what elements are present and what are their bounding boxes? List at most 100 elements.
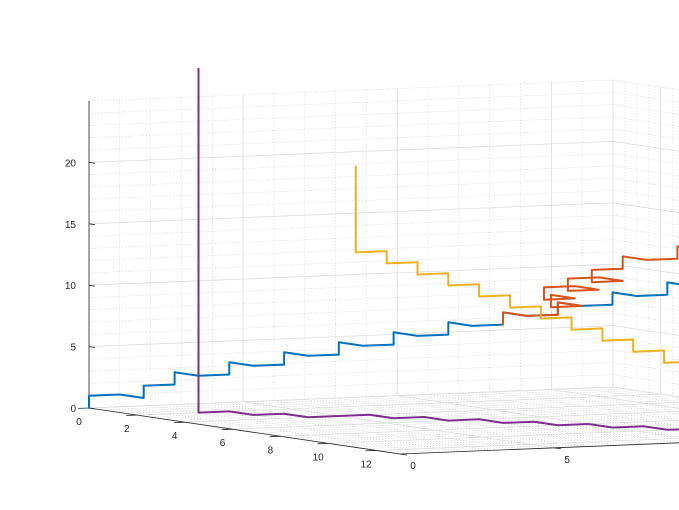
- minor-grid-line-wall-y-z: [612, 104, 679, 115]
- minor-grid-line-wall-x0-z: [88, 251, 614, 274]
- minor-grid-line-floor-x: [100, 388, 626, 411]
- minor-grid-line-floor-y: [520, 390, 679, 415]
- series-line-4: [197, 67, 679, 431]
- minor-grid-line-floor-x: [399, 442, 679, 455]
- minor-grid-line-floor-x: [220, 408, 679, 428]
- y-tick-label: 0: [410, 461, 416, 472]
- minor-grid-line-wall-x0-z: [88, 227, 614, 249]
- minor-grid-line-floor-x: [112, 390, 637, 412]
- series-line-3: [354, 165, 679, 364]
- minor-grid-line-wall-y-z: [612, 79, 679, 91]
- major-grid-line-wall-x0-z: [88, 325, 614, 347]
- minor-grid-line-floor-x: [244, 413, 679, 432]
- x-tick-mark: [221, 428, 233, 431]
- minor-grid-line-floor-x: [352, 433, 679, 448]
- minor-grid-line-floor-y: [273, 400, 585, 447]
- minor-grid-line-wall-y-z: [612, 165, 679, 177]
- major-grid-line-wall-y-z: [612, 263, 679, 275]
- x-axis-line: [88, 407, 401, 455]
- minor-grid-line-floor-y: [181, 404, 493, 451]
- x-tick-label: 12: [361, 460, 373, 471]
- minor-grid-line-floor-y: [119, 406, 431, 454]
- z-tick-label: 20: [65, 158, 77, 169]
- x-tick-label: 6: [220, 438, 226, 449]
- minor-grid-line-wall-x0-z: [88, 165, 614, 188]
- minor-grid-line-wall-y-z: [612, 92, 679, 103]
- minor-grid-line-floor-x: [292, 422, 679, 439]
- major-grid-line-wall-x0-z: [88, 141, 614, 163]
- minor-grid-line-wall-y-z: [612, 116, 679, 127]
- x-tick-label: 4: [172, 431, 178, 442]
- minor-grid-line-wall-x0-z: [88, 374, 614, 396]
- minor-grid-line-wall-x0-z: [88, 190, 614, 212]
- minor-grid-line-floor-y: [428, 394, 679, 432]
- minor-grid-line-wall-y-z: [612, 190, 679, 201]
- minor-grid-line-wall-y-z: [612, 214, 679, 226]
- grid-layer: [88, 79, 679, 455]
- minor-grid-line-wall-x0-z: [88, 104, 614, 126]
- minor-grid-line-wall-y-z: [612, 337, 679, 348]
- major-grid-line-floor-x: [376, 437, 679, 451]
- minor-grid-line-wall-x0-z: [88, 177, 614, 200]
- minor-grid-line-floor-x: [208, 406, 679, 426]
- minor-grid-line-wall-x0-z: [88, 116, 614, 139]
- minor-grid-line-floor-x: [256, 415, 679, 434]
- major-grid-line-floor-y: [551, 389, 679, 409]
- x-tick-label: 0: [76, 417, 82, 428]
- z-tick-mark: [88, 284, 96, 287]
- minor-grid-line-wall-x0-z: [88, 79, 614, 102]
- series-layer: [88, 67, 679, 431]
- z-tick-label: 0: [70, 404, 76, 415]
- minor-grid-line-wall-x0-z: [88, 313, 614, 335]
- minor-grid-line-floor-x: [387, 440, 679, 453]
- major-grid-line-wall-x0-z: [88, 386, 614, 409]
- major-grid-line-floor-x: [328, 428, 679, 444]
- minor-grid-line-wall-x0-z: [88, 92, 614, 114]
- minor-grid-line-floor-x: [160, 397, 679, 419]
- minor-grid-line-floor-x: [268, 417, 679, 435]
- minor-grid-line-wall-y-z: [612, 153, 679, 164]
- major-grid-line-wall-y-z: [612, 325, 679, 336]
- minor-grid-line-wall-y-z: [612, 362, 679, 373]
- major-grid-line-wall-x0-z: [88, 202, 614, 225]
- major-grid-line-floor-x: [232, 410, 679, 430]
- y-tick-mark: [554, 447, 562, 450]
- minor-grid-line-floor-y: [150, 405, 462, 452]
- minor-grid-line-wall-y-z: [612, 177, 679, 189]
- minor-grid-line-floor-y: [366, 396, 678, 444]
- minor-grid-line-wall-x0-z: [88, 349, 614, 372]
- minor-grid-line-floor-x: [148, 395, 673, 418]
- minor-grid-line-floor-x: [124, 392, 649, 414]
- tick-label-layer: 02468101205101505101520: [65, 158, 570, 472]
- z-tick-label: 15: [65, 220, 77, 231]
- minor-grid-line-wall-x0-z: [88, 128, 614, 151]
- minor-grid-line-wall-x0-z: [88, 337, 614, 360]
- x-tick-label: 10: [313, 452, 325, 463]
- major-grid-line-wall-y-z: [612, 141, 679, 152]
- minor-grid-line-wall-y-z: [612, 349, 679, 361]
- minor-grid-line-wall-x0-z: [88, 214, 614, 237]
- z-tick-mark: [88, 346, 96, 348]
- axis-layer: [78, 101, 679, 456]
- minor-grid-line-wall-x0-z: [88, 288, 614, 311]
- z-tick-mark: [88, 407, 96, 410]
- minor-grid-line-floor-x: [172, 399, 679, 421]
- major-grid-line-wall-y-z: [612, 386, 679, 398]
- minor-grid-line-wall-x0-z: [88, 362, 614, 384]
- minor-grid-line-floor-y: [304, 399, 616, 446]
- minor-grid-line-wall-y-z: [612, 128, 679, 140]
- minor-grid-line-floor-x: [340, 431, 679, 446]
- z-tick-mark: [88, 223, 96, 226]
- series-line-1: [88, 281, 679, 409]
- major-grid-line-floor-x: [184, 401, 679, 423]
- x-tick-label: 8: [268, 445, 274, 456]
- y-tick-mark: [399, 453, 408, 456]
- y-tick-label: 5: [564, 455, 570, 466]
- minor-grid-line-floor-x: [304, 424, 679, 441]
- minor-grid-line-floor-y: [212, 402, 524, 450]
- major-grid-line-floor-y: [243, 401, 555, 449]
- y-axis-line: [399, 442, 679, 455]
- minor-grid-line-wall-x0-z: [88, 153, 614, 175]
- minor-grid-line-floor-x: [364, 435, 679, 449]
